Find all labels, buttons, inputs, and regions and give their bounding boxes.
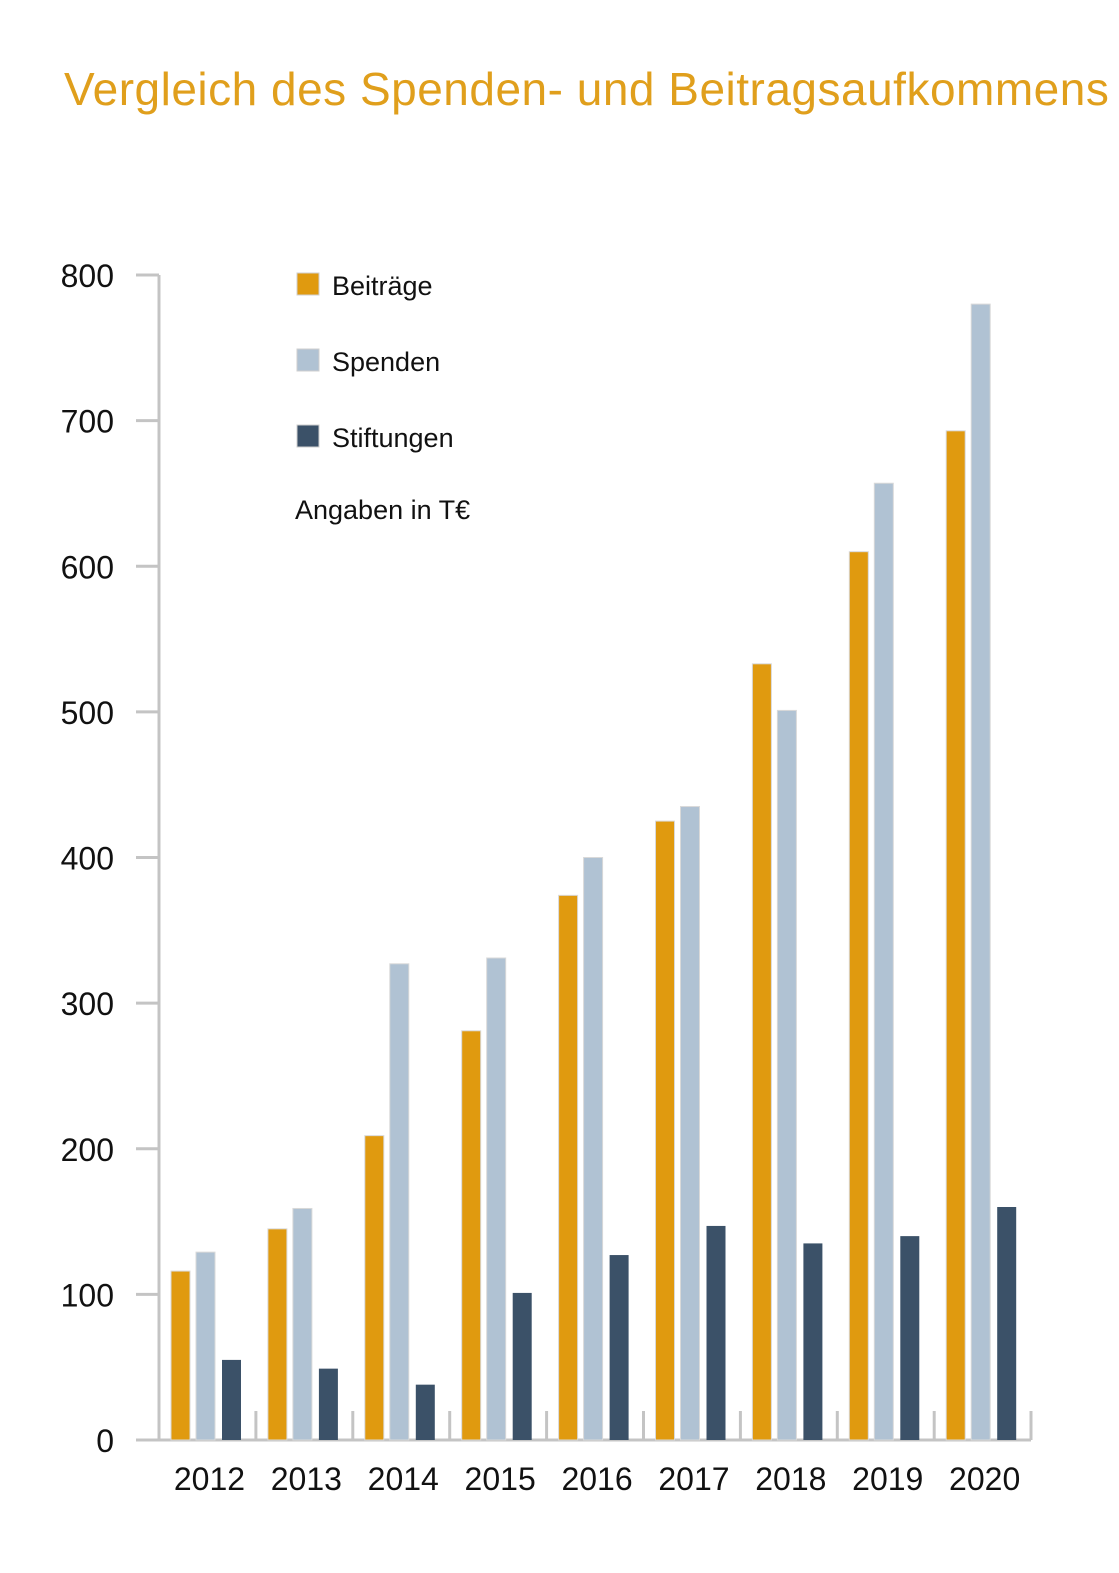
bar-stiftungen-2015 [512, 1292, 532, 1440]
bar-spenden-2014 [389, 963, 410, 1441]
y-tick-label: 0 [96, 1423, 114, 1459]
bar-spenden-2012 [195, 1251, 216, 1441]
legend-swatch [296, 272, 320, 296]
bar-beitr-ge-2012 [170, 1270, 191, 1441]
y-tick-label: 300 [61, 986, 114, 1022]
bars [170, 303, 1017, 1441]
chart-title: Vergleich des Spenden- und Beitragsaufko… [64, 63, 1110, 115]
bar-beitr-ge-2014 [364, 1135, 385, 1441]
bar-beitr-ge-2020 [945, 430, 966, 1441]
legend-swatch [296, 348, 320, 372]
bar-stiftungen-2012 [222, 1359, 241, 1440]
bar-spenden-2016 [583, 857, 604, 1441]
y-tick-label: 100 [61, 1277, 114, 1313]
y-tick-label: 500 [61, 695, 114, 731]
x-tick-label: 2017 [658, 1461, 729, 1497]
unit-note: Angaben in T€ [295, 495, 470, 525]
bar-stiftungen-2017 [706, 1225, 726, 1440]
bar-spenden-2017 [680, 806, 700, 1441]
bar-beitr-ge-2013 [267, 1228, 288, 1441]
x-tick-label: 2012 [174, 1461, 245, 1497]
legend: Beiträge Spenden Stiftungen Angaben in T€ [295, 271, 470, 525]
x-tick-label: 2015 [465, 1461, 536, 1497]
bar-beitr-ge-2019 [848, 551, 869, 1441]
y-tick-label: 700 [61, 404, 114, 440]
y-tick-label: 600 [61, 549, 114, 585]
bar-beitr-ge-2018 [751, 663, 772, 1441]
y-tick-label: 800 [61, 258, 114, 294]
bar-spenden-2013 [292, 1207, 313, 1441]
x-tick-label: 2019 [852, 1461, 923, 1497]
y-tick-label: 200 [61, 1132, 114, 1168]
x-tick-label: 2014 [368, 1461, 439, 1497]
x-tick-label: 2020 [949, 1461, 1020, 1497]
bar-beitr-ge-2016 [558, 894, 579, 1441]
bar-spenden-2015 [486, 957, 507, 1441]
bar-stiftungen-2019 [900, 1236, 920, 1440]
legend-label: Stiftungen [332, 423, 454, 453]
bar-stiftungen-2014 [415, 1384, 435, 1440]
bar-stiftungen-2013 [318, 1368, 338, 1440]
bar-stiftungen-2016 [609, 1255, 629, 1440]
legend-swatch [296, 424, 320, 448]
bar-stiftungen-2018 [803, 1243, 823, 1440]
axes: 0 100 200 300 400 500 600 700 800 2012 2013 2014 201… [61, 258, 1033, 1497]
bar-spenden-2020 [970, 303, 991, 1441]
bar-beitr-ge-2015 [461, 1030, 482, 1441]
bar-stiftungen-2020 [997, 1207, 1017, 1440]
x-tick-label: 2016 [561, 1461, 632, 1497]
bar-beitr-ge-2017 [655, 820, 675, 1441]
legend-label: Spenden [332, 347, 440, 377]
legend-label: Beiträge [332, 271, 433, 301]
y-tick-label: 400 [61, 841, 114, 877]
bar-spenden-2019 [873, 482, 894, 1441]
bar-spenden-2018 [776, 709, 797, 1441]
x-tick-label: 2013 [271, 1461, 342, 1497]
x-tick-label: 2018 [755, 1461, 826, 1497]
